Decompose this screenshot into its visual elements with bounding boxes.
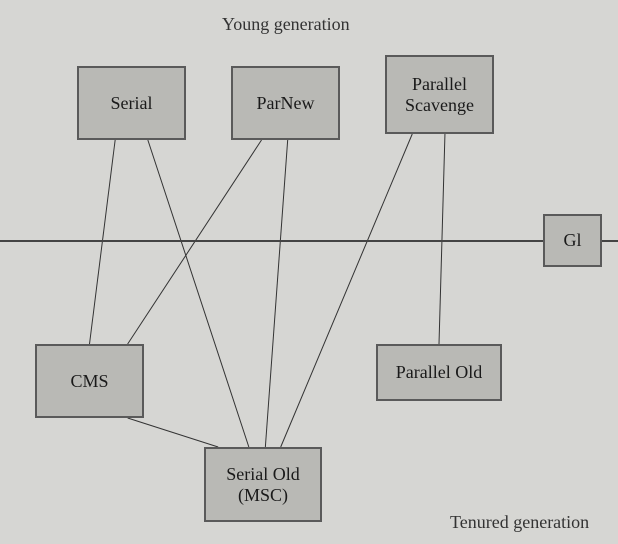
- node-cms: CMS: [35, 344, 144, 418]
- node-parnew: ParNew: [231, 66, 340, 140]
- node-label: ParNew: [257, 93, 315, 114]
- node-label: Gl: [564, 230, 582, 251]
- node-label: CMS: [70, 371, 108, 392]
- node-label: Serial: [111, 93, 153, 114]
- diagram-canvas: Young generation Tenured generation Seri…: [0, 0, 618, 544]
- node-serial: Serial: [77, 66, 186, 140]
- node-label: Parallel Scavenge: [389, 74, 490, 115]
- node-parallel-old: Parallel Old: [376, 344, 502, 401]
- generation-divider: [0, 240, 618, 242]
- node-label: Parallel Old: [396, 362, 482, 383]
- node-parallel-scavenge: Parallel Scavenge: [385, 55, 494, 134]
- label-tenured-generation: Tenured generation: [450, 512, 589, 533]
- node-label: Serial Old (MSC): [208, 464, 318, 505]
- node-serial-old: Serial Old (MSC): [204, 447, 322, 522]
- node-g1: Gl: [543, 214, 602, 267]
- label-young-generation: Young generation: [222, 14, 350, 35]
